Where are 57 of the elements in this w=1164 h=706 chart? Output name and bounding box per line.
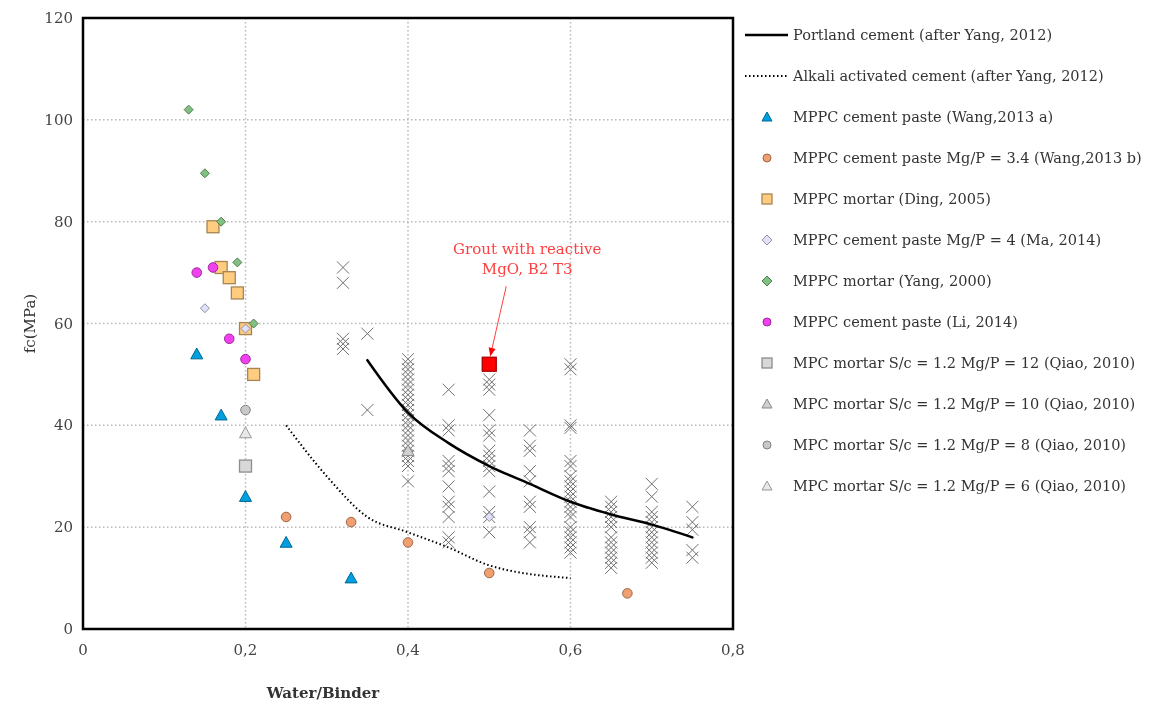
point [280,511,292,523]
point [239,426,252,439]
point [246,367,261,382]
y-tick-label: 0 [63,620,73,638]
line-series [285,424,572,580]
point [230,286,245,300]
x-tick-label: 0,2 [233,641,258,659]
x-tick-label: 0 [78,641,88,659]
point [222,271,236,285]
point [199,303,210,314]
legend-label: MPPC cement paste (Wang,2013 a) [793,109,1054,125]
x-axis-title: Water/Binder [265,684,381,702]
y-tick-label: 80 [53,212,73,231]
point [345,516,357,528]
point [481,356,497,372]
y-tick-label: 120 [44,9,73,27]
point [248,318,259,329]
point [238,459,253,473]
legend-label: MPPC mortar (Yang, 2000) [793,273,992,289]
point [223,333,235,345]
legend-label: MPPC cement paste (Li, 2014) [793,314,1018,330]
legend-label: MPC mortar S/c = 1.2 Mg/P = 10 (Qiao, 2010) [793,396,1136,412]
point [240,353,251,365]
point [344,571,358,584]
point [232,257,243,268]
y-tick-label: 20 [53,518,73,537]
legend-label: MPC mortar S/c = 1.2 Mg/P = 12 (Qiao, 2010) [793,355,1136,371]
y-tick-label: 40 [53,416,73,435]
y-tick-label: 100 [44,110,73,129]
x-tick-label: 0,8 [721,641,745,659]
point [207,262,219,273]
legend-label: Portland cement (after Yang, 2012) [793,27,1053,43]
annotation: Grout with reactive MgO, B2 T3 [453,240,602,279]
point [191,267,203,278]
point [279,535,293,548]
point [190,347,204,360]
point [199,168,210,179]
point [216,216,227,227]
legend-label: MPPC mortar (Ding, 2005) [793,191,991,207]
y-axis-title: fc(MPa) [21,293,39,354]
legend-label: MPPC cement paste Mg/P = 3.4 (Wang,2013 b) [793,150,1142,166]
y-tick-label: 60 [53,314,73,333]
point [183,104,194,115]
legend-label: Alkali activated cement (after Yang, 2012) [792,68,1104,84]
point [483,567,495,579]
point [240,404,251,416]
line-series [366,358,694,539]
x-tick-label: 0,6 [558,641,583,659]
legend-label: MPPC cement paste Mg/P = 4 (Ma, 2014) [793,232,1102,248]
point [622,588,633,599]
point [206,220,220,234]
point [402,537,414,548]
x-tick-label: 0,4 [396,641,420,659]
point [239,490,252,502]
point [214,408,228,421]
legend-label: MPC mortar S/c = 1.2 Mg/P = 6 (Qiao, 2010) [793,478,1127,494]
legend-label: MPC mortar S/c = 1.2 Mg/P = 8 (Qiao, 2010) [793,437,1127,453]
